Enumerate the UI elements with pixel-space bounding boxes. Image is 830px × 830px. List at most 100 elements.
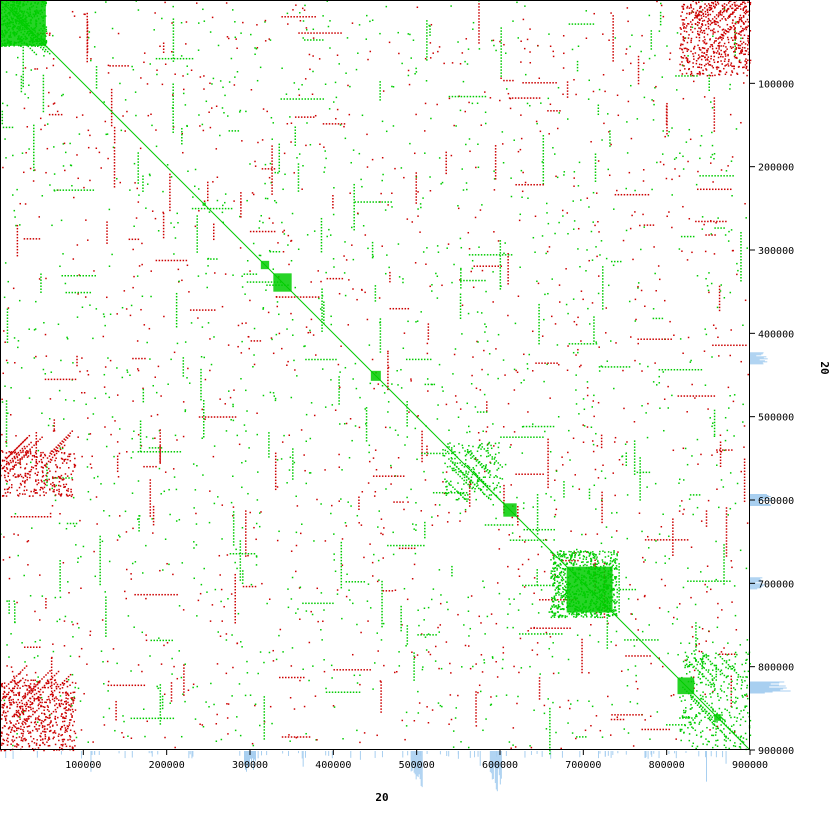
match-point bbox=[648, 624, 650, 626]
match-point bbox=[353, 186, 355, 189]
match-point bbox=[583, 343, 586, 345]
match-point bbox=[403, 508, 405, 511]
match-point bbox=[33, 145, 35, 148]
match-point bbox=[348, 456, 351, 459]
match-point bbox=[341, 469, 343, 471]
match-point bbox=[166, 562, 168, 565]
match-point bbox=[634, 320, 637, 322]
match-point bbox=[635, 318, 637, 321]
match-point bbox=[510, 195, 513, 198]
match-point bbox=[253, 354, 255, 356]
match-point bbox=[345, 422, 348, 425]
match-point bbox=[232, 517, 235, 519]
match-point bbox=[255, 555, 258, 557]
match-point bbox=[337, 363, 340, 366]
match-point bbox=[159, 453, 161, 455]
match-point bbox=[685, 368, 688, 371]
match-point bbox=[538, 336, 540, 339]
match-point bbox=[95, 87, 98, 89]
match-point bbox=[180, 735, 183, 738]
match-point bbox=[35, 238, 38, 240]
match-point bbox=[460, 267, 462, 270]
match-point bbox=[602, 302, 604, 304]
match-point bbox=[637, 287, 639, 289]
match-point bbox=[724, 653, 727, 655]
match-point bbox=[507, 268, 509, 270]
match-point bbox=[600, 437, 603, 440]
match-point bbox=[143, 52, 146, 54]
match-point bbox=[740, 259, 742, 261]
match-point bbox=[354, 581, 357, 583]
match-point bbox=[400, 608, 402, 611]
match-point bbox=[28, 328, 30, 330]
match-point bbox=[691, 383, 693, 386]
match-point bbox=[452, 730, 455, 732]
match-point bbox=[408, 358, 411, 361]
match-point bbox=[553, 570, 556, 573]
match-point bbox=[413, 152, 416, 155]
match-point bbox=[65, 694, 67, 696]
match-point bbox=[186, 124, 188, 127]
match-point bbox=[426, 448, 428, 451]
match-point bbox=[421, 430, 423, 433]
match-point bbox=[181, 142, 183, 145]
match-point bbox=[650, 36, 653, 38]
match-point bbox=[706, 591, 708, 593]
match-point bbox=[260, 511, 262, 513]
match-point bbox=[80, 587, 82, 589]
match-point bbox=[681, 250, 683, 252]
match-point bbox=[525, 82, 527, 84]
match-point bbox=[556, 362, 558, 364]
match-point bbox=[81, 114, 84, 116]
match-point bbox=[451, 571, 453, 574]
match-point bbox=[149, 488, 152, 490]
match-point bbox=[527, 183, 529, 186]
coverage-bar-bottom bbox=[524, 751, 526, 758]
match-point bbox=[350, 161, 352, 164]
coverage-bar-bottom bbox=[500, 751, 502, 779]
match-point bbox=[203, 207, 206, 210]
match-point bbox=[85, 219, 87, 221]
match-point bbox=[438, 667, 440, 670]
match-point bbox=[524, 473, 526, 475]
match-point bbox=[595, 341, 597, 343]
match-point bbox=[71, 378, 74, 381]
match-point bbox=[679, 603, 681, 605]
match-point bbox=[659, 23, 662, 26]
match-point bbox=[509, 539, 512, 541]
match-point bbox=[380, 518, 383, 520]
match-point bbox=[29, 461, 32, 464]
match-point bbox=[417, 415, 419, 417]
match-point bbox=[170, 685, 173, 687]
match-point bbox=[664, 562, 666, 564]
match-point bbox=[252, 230, 255, 233]
match-point bbox=[504, 374, 506, 376]
match-point bbox=[380, 690, 382, 692]
match-point bbox=[332, 101, 335, 103]
match-point bbox=[707, 408, 709, 410]
match-point bbox=[40, 128, 42, 131]
match-point bbox=[638, 512, 641, 514]
match-point bbox=[592, 23, 595, 25]
match-point bbox=[494, 154, 497, 156]
match-point bbox=[631, 588, 634, 591]
match-point bbox=[597, 113, 600, 116]
match-point bbox=[651, 639, 653, 641]
match-point bbox=[505, 694, 508, 696]
match-point bbox=[127, 735, 129, 738]
match-point bbox=[552, 147, 554, 149]
match-point bbox=[415, 202, 417, 204]
coverage-bar-bottom bbox=[550, 751, 552, 759]
coverage-bar-right bbox=[750, 692, 765, 694]
match-point bbox=[713, 59, 715, 61]
coverage-bar-bottom bbox=[653, 751, 655, 754]
match-point bbox=[386, 254, 388, 256]
match-point bbox=[710, 101, 712, 103]
match-point bbox=[406, 628, 409, 630]
match-point bbox=[396, 670, 398, 673]
match-point bbox=[618, 608, 620, 610]
match-point bbox=[88, 31, 91, 33]
match-point bbox=[530, 473, 532, 475]
match-point bbox=[480, 654, 483, 656]
match-point bbox=[228, 81, 231, 83]
